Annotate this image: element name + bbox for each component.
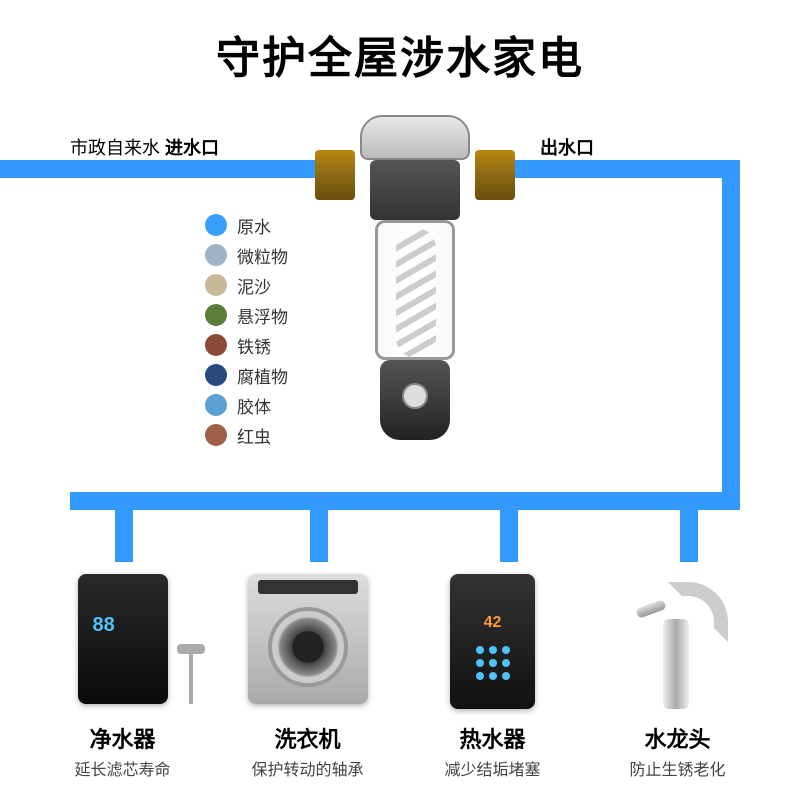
purifier-display: 88 <box>93 614 115 637</box>
washer-door-icon <box>268 607 348 687</box>
filter-glass <box>375 220 455 360</box>
filter-knob <box>402 383 428 409</box>
appliance-desc: 减少结垢堵塞 <box>413 756 573 780</box>
legend-icon <box>205 394 227 416</box>
inlet-bold: 进水口 <box>165 138 219 158</box>
particle-legend: 原水微粒物泥沙悬浮物铁锈腐植物胶体红虫 <box>205 210 288 450</box>
legend-label: 微粒物 <box>237 243 288 268</box>
legend-row: 胶体 <box>205 390 288 420</box>
appliance-row: 88 净水器 延长滤芯寿命 洗衣机 保护转动的轴承 42 <box>0 574 800 780</box>
legend-icon <box>205 214 227 236</box>
legend-row: 红虫 <box>205 420 288 450</box>
heater-display: 42 <box>484 614 502 632</box>
legend-label: 胶体 <box>237 393 271 418</box>
pipe-drop-4 <box>680 492 698 562</box>
appliance-desc: 延长滤芯寿命 <box>43 756 203 780</box>
appliance-name: 洗衣机 <box>228 722 388 754</box>
appliance-washer: 洗衣机 保护转动的轴承 <box>228 574 388 780</box>
filter-connector-left <box>315 150 355 200</box>
filter-connector-right <box>475 150 515 200</box>
appliance-name: 净水器 <box>43 722 203 754</box>
legend-label: 泥沙 <box>237 273 271 298</box>
heater-buttons-icon <box>476 646 510 680</box>
page-title: 守护全屋涉水家电 <box>0 0 800 86</box>
legend-icon <box>205 424 227 446</box>
filter-neck <box>370 160 460 220</box>
appliance-desc: 保护转动的轴承 <box>228 756 388 780</box>
filter-mesh <box>396 228 436 358</box>
appliance-heater: 42 热水器 减少结垢堵塞 <box>413 574 573 780</box>
heater-image: 42 <box>428 574 558 714</box>
filter-cap <box>360 115 470 160</box>
legend-row: 泥沙 <box>205 270 288 300</box>
purifier-image: 88 <box>58 574 188 714</box>
inlet-label: 市政自来水 进水口 <box>70 134 219 160</box>
washer-panel <box>258 580 358 594</box>
pipe-outlet-h <box>495 160 740 178</box>
legend-icon <box>205 364 227 386</box>
legend-row: 腐植物 <box>205 360 288 390</box>
legend-row: 铁锈 <box>205 330 288 360</box>
legend-label: 铁锈 <box>237 333 271 358</box>
appliance-desc: 防止生锈老化 <box>598 756 758 780</box>
pipe-drop-1 <box>115 492 133 562</box>
pipe-drop-2 <box>310 492 328 562</box>
legend-label: 腐植物 <box>237 363 288 388</box>
legend-label: 悬浮物 <box>237 303 288 328</box>
appliance-name: 水龙头 <box>598 722 758 754</box>
faucet-neck-icon <box>668 582 728 642</box>
pipe-outlet-v <box>722 160 740 510</box>
filter-device <box>340 115 490 455</box>
outlet-label: 出水口 <box>540 134 594 160</box>
appliance-name: 热水器 <box>413 722 573 754</box>
legend-icon <box>205 274 227 296</box>
washer-image <box>243 574 373 714</box>
faucet-image <box>613 574 743 714</box>
legend-label: 红虫 <box>237 423 271 448</box>
faucet-handle-icon <box>635 599 667 619</box>
legend-label: 原水 <box>237 213 271 238</box>
filter-base <box>380 360 450 440</box>
pipe-inlet <box>0 160 330 178</box>
legend-row: 原水 <box>205 210 288 240</box>
appliance-purifier: 88 净水器 延长滤芯寿命 <box>43 574 203 780</box>
legend-icon <box>205 334 227 356</box>
legend-icon <box>205 244 227 266</box>
purifier-faucet-icon <box>189 654 193 704</box>
appliance-faucet: 水龙头 防止生锈老化 <box>598 574 758 780</box>
pipe-manifold <box>70 492 740 510</box>
legend-row: 悬浮物 <box>205 300 288 330</box>
legend-row: 微粒物 <box>205 240 288 270</box>
inlet-prefix: 市政自来水 <box>70 138 160 158</box>
legend-icon <box>205 304 227 326</box>
pipe-drop-3 <box>500 492 518 562</box>
